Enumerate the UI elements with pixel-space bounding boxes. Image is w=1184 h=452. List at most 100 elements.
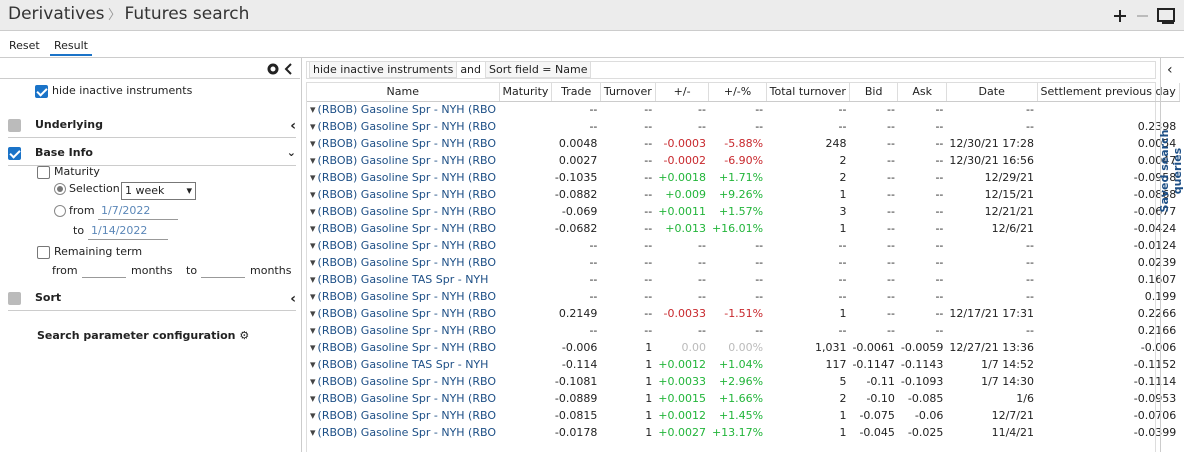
column-header[interactable]: Total turnover xyxy=(766,83,849,101)
cell[interactable]: (RBOB) Gasoline Spr - NYH (RBO xyxy=(307,305,499,322)
result-row[interactable]: (RBOB) Gasoline Spr - NYH (RBO-0.0882--+… xyxy=(307,186,1179,203)
cell[interactable]: (RBOB) Gasoline Spr - NYH (RBO xyxy=(307,288,499,305)
section[interactable]: Sort‹ xyxy=(8,291,296,311)
column-header[interactable]: Name xyxy=(307,83,499,101)
result-row[interactable]: (RBOB) Gasoline Spr - NYH (RBO-0.069--+0… xyxy=(307,203,1179,220)
column-header[interactable]: Settlement previous day xyxy=(1037,83,1179,101)
radio[interactable]: Selection xyxy=(54,182,120,195)
cell: -0.1093 xyxy=(898,373,946,390)
cell[interactable]: (RBOB) Gasoline Spr - NYH (RBO xyxy=(307,135,499,152)
cell: -0.0399 xyxy=(1037,424,1179,441)
config-link[interactable]: Search parameter configuration ⚙ xyxy=(37,329,249,342)
cell[interactable]: (RBOB) Gasoline Spr - NYH (RBO xyxy=(307,220,499,237)
number-input[interactable] xyxy=(201,262,245,278)
result-row[interactable]: (RBOB) Gasoline Spr - NYH (RBO----------… xyxy=(307,237,1179,254)
side-tab[interactable]: Saved search queries xyxy=(1158,111,1184,231)
cell: -- xyxy=(655,101,709,118)
result-row[interactable]: (RBOB) Gasoline Spr - NYH (RBO-0.00610.0… xyxy=(307,339,1179,356)
column-header[interactable]: +/-% xyxy=(709,83,766,101)
cell xyxy=(499,322,552,339)
cell: 2 xyxy=(766,169,849,186)
result-row[interactable]: (RBOB) Gasoline Spr - NYH (RBO-0.08891+0… xyxy=(307,390,1179,407)
column-header[interactable]: +/- xyxy=(655,83,709,101)
cell[interactable]: (RBOB) Gasoline Spr - NYH (RBO xyxy=(307,169,499,186)
cell[interactable]: (RBOB) Gasoline Spr - NYH (RBO xyxy=(307,424,499,441)
section[interactable]: Base Info⌄ xyxy=(8,146,296,166)
column-header[interactable]: Maturity xyxy=(499,83,552,101)
label: from xyxy=(69,204,95,217)
cell[interactable]: (RBOB) Gasoline Spr - NYH (RBO xyxy=(307,101,499,118)
column-header[interactable]: Trade xyxy=(552,83,600,101)
number-input[interactable] xyxy=(82,262,126,278)
cell: +0.013 xyxy=(655,220,709,237)
cell[interactable]: (RBOB) Gasoline Spr - NYH (RBO xyxy=(307,186,499,203)
cell: -- xyxy=(849,169,897,186)
cell: -0.06 xyxy=(898,407,946,424)
cell[interactable]: (RBOB) Gasoline Spr - NYH (RBO xyxy=(307,373,499,390)
cell[interactable]: (RBOB) Gasoline Spr - NYH (RBO xyxy=(307,339,499,356)
result-row[interactable]: (RBOB) Gasoline Spr - NYH (RBO-0.10811+0… xyxy=(307,373,1179,390)
section[interactable]: Underlying‹ xyxy=(8,118,296,138)
label: Remaining term xyxy=(54,245,142,258)
result-row[interactable]: (RBOB) Gasoline Spr - NYH (RBO-0.1035--+… xyxy=(307,169,1179,186)
cell xyxy=(499,152,552,169)
add-icon[interactable] xyxy=(1114,10,1126,22)
result-row[interactable]: (RBOB) Gasoline Spr - NYH (RBO----------… xyxy=(307,118,1179,135)
result-row[interactable]: (RBOB) Gasoline TAS Spr - NYH-----------… xyxy=(307,271,1179,288)
filter-chip[interactable]: Sort field = Name xyxy=(485,61,591,78)
cell: 2 xyxy=(766,390,849,407)
cell: -- xyxy=(709,254,766,271)
column-header[interactable]: Date xyxy=(946,83,1037,101)
crumb[interactable]: Derivatives xyxy=(8,4,105,24)
cell[interactable]: (RBOB) Gasoline Spr - NYH (RBO xyxy=(307,390,499,407)
result-row[interactable]: (RBOB) Gasoline Spr - NYH (RBO-0.0682--+… xyxy=(307,220,1179,237)
cell xyxy=(499,288,552,305)
checkbox[interactable]: Maturity xyxy=(37,165,100,179)
cell[interactable]: (RBOB) Gasoline Spr - NYH (RBO xyxy=(307,118,499,135)
cell: -- xyxy=(766,254,849,271)
cell: -- xyxy=(849,237,897,254)
filter-bar: hide inactive instrumentsandSort field =… xyxy=(306,61,1156,79)
cell[interactable]: (RBOB) Gasoline Spr - NYH (RBO xyxy=(307,407,499,424)
filter-chip[interactable]: hide inactive instruments xyxy=(309,61,457,78)
label: hide inactive instruments xyxy=(52,84,192,97)
result-row[interactable]: (RBOB) Gasoline Spr - NYH (RBO0.2149---0… xyxy=(307,305,1179,322)
cell[interactable]: (RBOB) Gasoline Spr - NYH (RBO xyxy=(307,203,499,220)
result-row[interactable]: (RBOB) Gasoline Spr - NYH (RBO0.0048---0… xyxy=(307,135,1179,152)
cell: -- xyxy=(898,237,946,254)
result-row[interactable]: (RBOB) Gasoline TAS Spr - NYH-0.1141+0.0… xyxy=(307,356,1179,373)
tab[interactable]: Result xyxy=(50,39,92,56)
cell[interactable]: (RBOB) Gasoline TAS Spr - NYH xyxy=(307,271,499,288)
cell: +0.0011 xyxy=(655,203,709,220)
cell[interactable]: (RBOB) Gasoline Spr - NYH (RBO xyxy=(307,237,499,254)
select[interactable]: 1 week▾ xyxy=(121,182,196,200)
result-row[interactable]: (RBOB) Gasoline Spr - NYH (RBO-0.08151+0… xyxy=(307,407,1179,424)
radio[interactable]: from xyxy=(54,204,95,217)
cell: +0.0012 xyxy=(655,407,709,424)
panel-tools[interactable] xyxy=(266,61,296,77)
result-row[interactable]: (RBOB) Gasoline Spr - NYH (RBO0.0027---0… xyxy=(307,152,1179,169)
window-icon[interactable] xyxy=(1158,9,1174,21)
cell[interactable]: (RBOB) Gasoline Spr - NYH (RBO xyxy=(307,152,499,169)
date-input[interactable]: 1/7/2022 xyxy=(98,204,178,220)
cell: 1 xyxy=(600,390,655,407)
date-input[interactable]: 1/14/2022 xyxy=(88,224,168,240)
checkbox[interactable]: hide inactive instruments xyxy=(35,84,192,98)
result-row[interactable]: (RBOB) Gasoline Spr - NYH (RBO-0.01781+0… xyxy=(307,424,1179,441)
checkbox[interactable]: Remaining term xyxy=(37,245,142,259)
cell: +16.01% xyxy=(709,220,766,237)
cell: -- xyxy=(946,322,1037,339)
column-header[interactable]: Ask xyxy=(898,83,946,101)
result-row[interactable]: (RBOB) Gasoline Spr - NYH (RBO----------… xyxy=(307,101,1179,118)
tab[interactable]: Reset xyxy=(9,39,40,52)
result-row[interactable]: (RBOB) Gasoline Spr - NYH (RBO----------… xyxy=(307,254,1179,271)
cell[interactable]: (RBOB) Gasoline Spr - NYH (RBO xyxy=(307,322,499,339)
cell: -- xyxy=(898,203,946,220)
cell[interactable]: (RBOB) Gasoline Spr - NYH (RBO xyxy=(307,254,499,271)
cell: -- xyxy=(849,118,897,135)
cell[interactable]: (RBOB) Gasoline TAS Spr - NYH xyxy=(307,356,499,373)
result-row[interactable]: (RBOB) Gasoline Spr - NYH (RBO----------… xyxy=(307,288,1179,305)
column-header[interactable]: Bid xyxy=(849,83,897,101)
column-header[interactable]: Turnover xyxy=(600,83,655,101)
result-row[interactable]: (RBOB) Gasoline Spr - NYH (RBO----------… xyxy=(307,322,1179,339)
